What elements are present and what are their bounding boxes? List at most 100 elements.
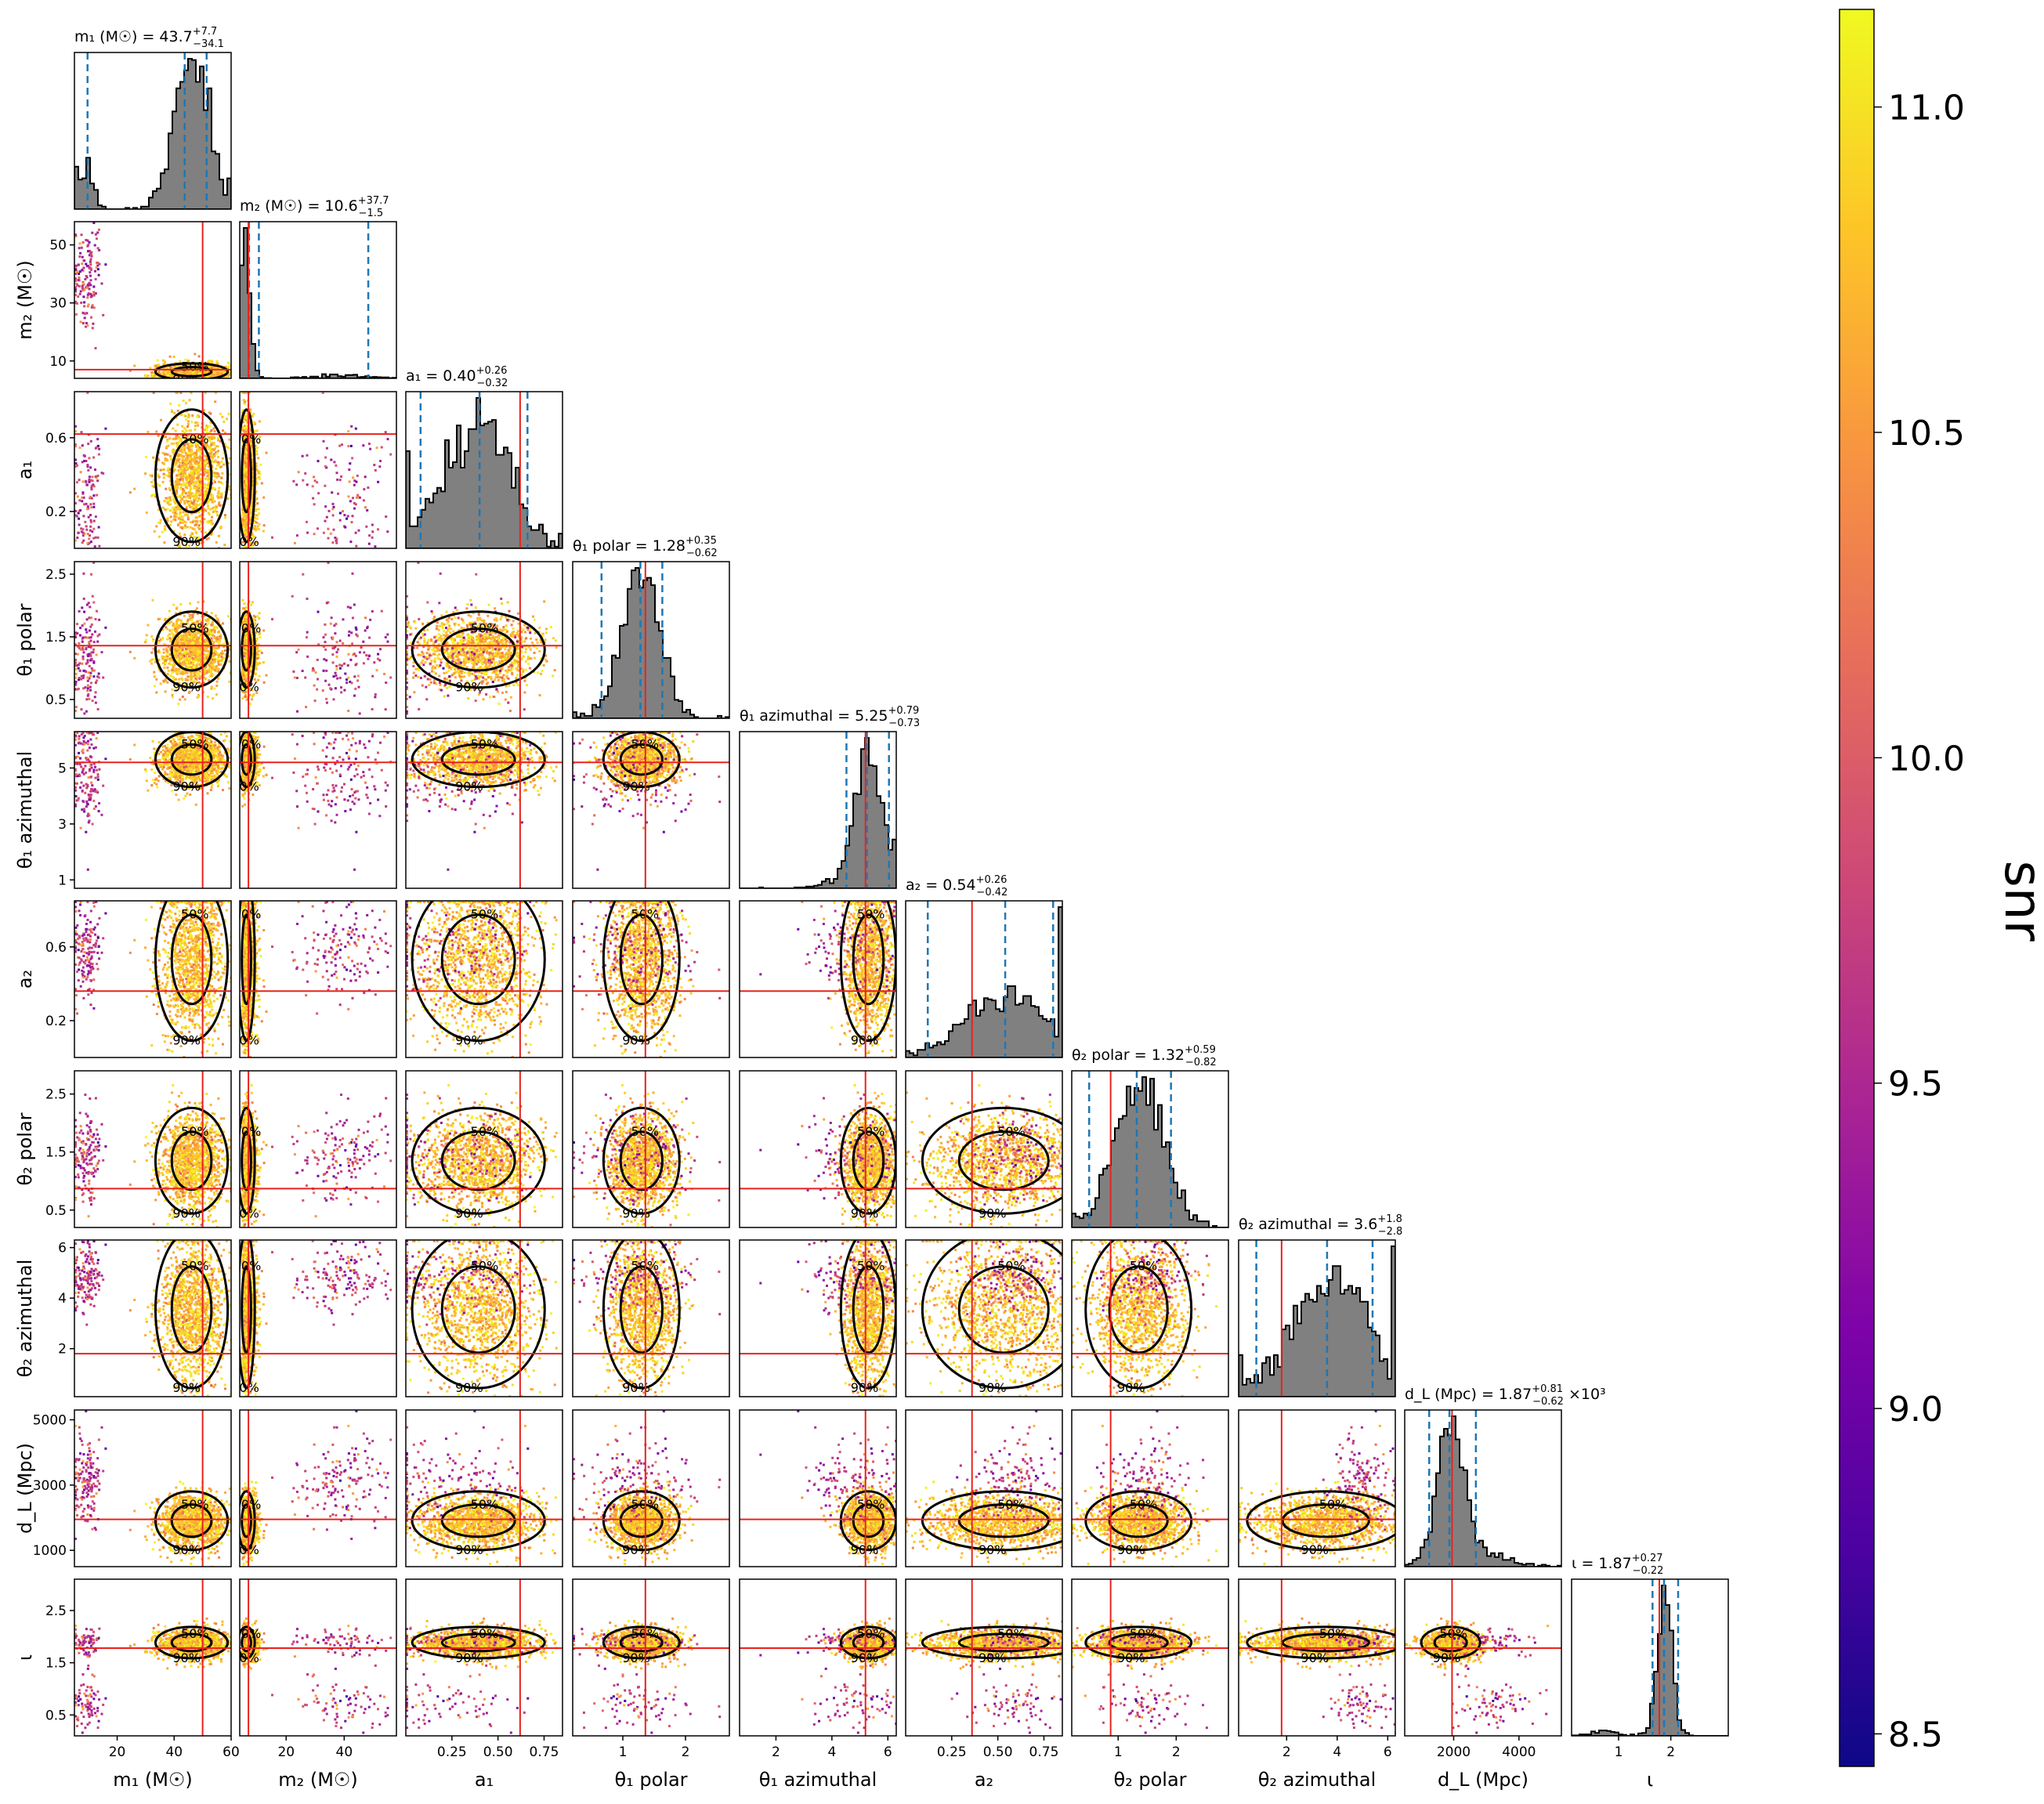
sample-point: [180, 483, 183, 486]
sample-point: [324, 457, 327, 459]
sample-point: [336, 479, 338, 481]
sample-point: [199, 455, 201, 457]
sample-point: [163, 476, 165, 479]
sample-point: [214, 501, 216, 503]
sample-point: [215, 693, 218, 696]
sample-point: [177, 703, 179, 705]
sample-point: [197, 472, 200, 474]
sample-point: [172, 443, 175, 445]
sample-point: [252, 413, 255, 415]
sample-point: [96, 438, 99, 440]
sample-point: [334, 537, 336, 539]
sample-point: [259, 523, 261, 526]
sample-point: [213, 472, 215, 474]
sample-point: [251, 501, 253, 503]
sample-point: [356, 475, 359, 477]
sample-point: [98, 229, 100, 231]
sample-point: [172, 604, 175, 606]
panel-content: [74, 52, 231, 209]
sample-point: [87, 533, 89, 535]
sample-point: [224, 514, 226, 516]
sample-point: [88, 537, 90, 540]
sample-point: [317, 460, 320, 462]
sample-point: [258, 512, 260, 515]
sample-point: [210, 519, 212, 522]
sample-point: [170, 620, 172, 623]
sample-point: [155, 431, 157, 433]
sample-point: [204, 531, 207, 533]
sample-point: [172, 512, 175, 514]
sample-point: [145, 456, 147, 458]
contour-label-90: 90%: [231, 534, 259, 549]
sample-point: [213, 461, 215, 463]
sample-point: [220, 526, 222, 528]
sample-point: [245, 419, 248, 421]
sample-point: [352, 476, 354, 479]
contour-label-90: 90%: [172, 372, 201, 387]
sample-point: [326, 447, 328, 450]
sample-point: [152, 599, 154, 602]
sample-point: [89, 514, 92, 516]
sample-point: [147, 431, 149, 433]
sample-point: [182, 491, 184, 493]
sample-point: [261, 483, 263, 485]
sample-point: [353, 508, 356, 510]
sample-point: [190, 526, 192, 529]
sample-point: [183, 615, 186, 617]
sample-point: [81, 461, 84, 463]
sample-point: [217, 461, 219, 464]
sample-point: [302, 455, 304, 457]
sample-point: [160, 682, 162, 685]
sample-point: [173, 356, 175, 358]
sample-point: [189, 477, 191, 479]
sample-point: [177, 454, 179, 457]
sample-point: [189, 490, 191, 492]
sample-point: [223, 544, 226, 546]
sample-point: [92, 286, 95, 288]
sample-point: [181, 425, 183, 428]
sample-point: [165, 618, 167, 620]
panel-frame: [240, 222, 396, 378]
sample-point: [89, 481, 91, 483]
sample-point: [197, 469, 200, 472]
sample-point: [339, 519, 342, 522]
sample-point: [224, 517, 226, 519]
sample-point: [345, 518, 348, 520]
panel-content: 50%90%: [74, 222, 233, 387]
sample-point: [81, 541, 84, 544]
sample-point: [169, 497, 172, 499]
sample-point: [81, 491, 84, 493]
sample-point: [198, 355, 201, 357]
sample-point: [86, 542, 89, 544]
contour-label-90: 90%: [172, 534, 201, 549]
sample-point: [256, 518, 259, 520]
sample-point: [179, 522, 182, 524]
sample-point: [352, 515, 354, 517]
sample-point: [366, 509, 368, 512]
sample-point: [341, 443, 343, 446]
sample-point: [87, 244, 89, 246]
sample-point: [76, 284, 78, 286]
sample-point: [160, 519, 162, 522]
sample-point: [174, 625, 176, 627]
title-upper-error: +37.7: [358, 195, 389, 207]
sample-point: [199, 473, 201, 475]
sample-point: [190, 466, 193, 468]
sample-point: [81, 262, 83, 265]
sample-point: [347, 515, 349, 518]
sample-point: [355, 545, 357, 548]
sample-point: [164, 454, 166, 456]
sample-point: [97, 475, 99, 477]
sample-point: [195, 504, 197, 507]
histogram-title: m₁ (M☉) = 43.7+7.7 −34.1: [74, 26, 224, 50]
sample-point: [181, 414, 183, 416]
sample-point: [82, 241, 85, 244]
sample-point: [317, 492, 320, 494]
sample-point: [344, 526, 346, 529]
sample-point: [349, 462, 351, 465]
sample-point: [244, 484, 247, 486]
sample-point: [215, 445, 218, 447]
sample-point: [91, 475, 93, 478]
sample-point: [78, 255, 81, 258]
